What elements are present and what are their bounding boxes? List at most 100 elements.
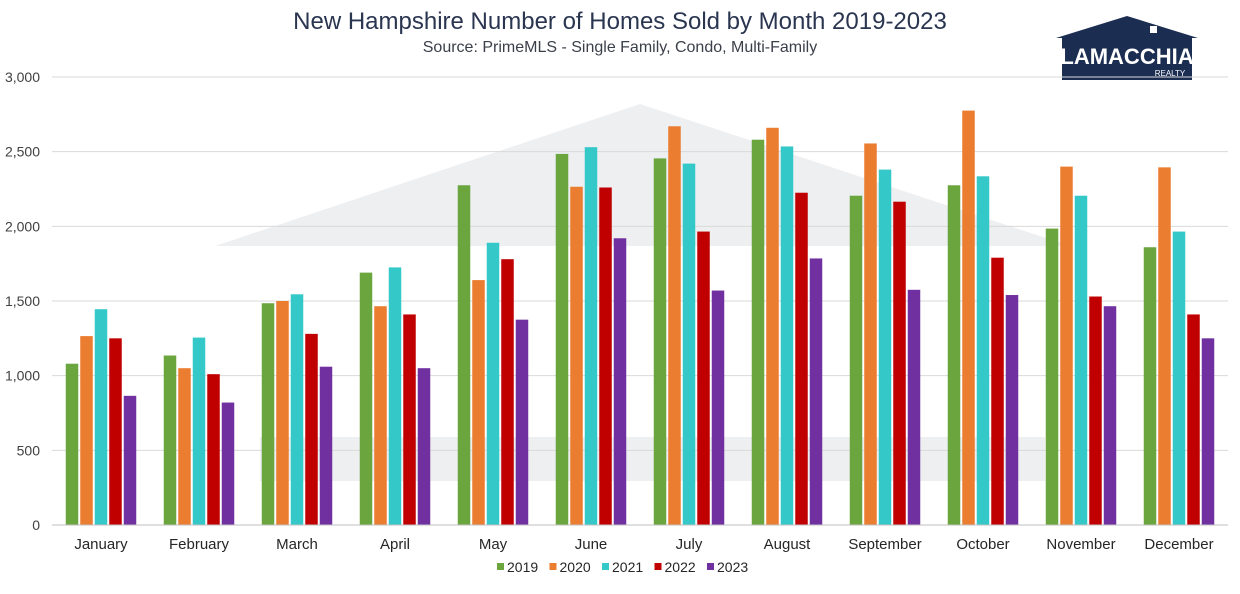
x-tick-label: April (380, 536, 410, 553)
x-axis: January February March April May June July Augu… (52, 524, 1228, 553)
grid-lines (52, 76, 1228, 526)
watermark-roof (215, 104, 1070, 246)
bar-2022-may (501, 259, 514, 525)
bar-2019-november (1045, 228, 1059, 525)
bar-2022-july (697, 231, 710, 525)
bar-2020-june (570, 186, 583, 525)
bar-2022-june (599, 187, 612, 526)
bar-2021-august (780, 146, 794, 525)
bar-2019-august (751, 139, 765, 525)
legend-label-2019: 2019 (507, 559, 538, 575)
legend-label-2023: 2023 (717, 559, 748, 575)
bar-2020-january (80, 336, 93, 525)
bar-2021-may (486, 242, 500, 525)
y-tick-label: 1,000 (5, 368, 40, 384)
logo-roof (1056, 16, 1198, 38)
bar-2021-february (192, 337, 206, 525)
x-tick-label: January (74, 536, 128, 553)
bar-2019-january (65, 363, 79, 525)
bar-2019-september (849, 195, 863, 525)
bar-2021-november (1074, 195, 1088, 525)
y-tick-label: 2,500 (5, 144, 40, 160)
lamacchia-logo: LAMACCHIA REALTY (1056, 16, 1198, 80)
bar-2020-february (178, 368, 191, 525)
bar-2021-april (388, 267, 402, 525)
logo-sub-text: REALTY (1155, 69, 1186, 78)
watermark (215, 104, 1070, 481)
bar-2022-december (1187, 314, 1200, 525)
bar-2023-december (1201, 338, 1215, 525)
bar-2023-september (907, 289, 921, 525)
x-tick-label: March (276, 536, 318, 553)
bar-2019-february (163, 355, 177, 525)
x-tick-label: August (764, 536, 812, 553)
y-tick-label: 0 (32, 517, 40, 533)
bar-2023-august (809, 258, 823, 525)
bar-2021-october (976, 176, 990, 525)
y-tick-label: 500 (17, 442, 41, 458)
bar-2023-november (1103, 306, 1117, 525)
logo-window (1150, 26, 1157, 33)
bars (65, 110, 1215, 526)
bar-2020-december (1158, 167, 1171, 525)
logo-badge (1062, 38, 1192, 80)
legend-label-2021: 2021 (612, 559, 643, 575)
x-tick-label: December (1144, 536, 1213, 553)
x-tick-label: May (479, 536, 508, 553)
bar-2022-september (893, 201, 906, 525)
bar-2020-september (864, 143, 877, 525)
legend-label-2022: 2022 (665, 559, 696, 575)
bar-2022-february (207, 374, 220, 525)
y-tick-label: 3,000 (5, 69, 40, 85)
y-axis: 0 500 1,000 1,500 2,000 2,500 3,000 (5, 69, 40, 533)
y-tick-label: 1,500 (5, 293, 40, 309)
bar-2021-march (290, 294, 304, 525)
bar-2020-august (766, 127, 779, 526)
bar-2022-october (991, 257, 1004, 525)
bar-2022-august (795, 192, 808, 525)
legend-swatch-2022 (654, 563, 662, 570)
watermark-band (260, 437, 1045, 481)
bar-2019-april (359, 272, 373, 525)
bar-2023-october (1005, 295, 1019, 525)
bar-2019-may (457, 185, 471, 525)
bar-2023-january (123, 395, 137, 525)
bar-2020-october (962, 110, 975, 525)
x-tick-label: July (676, 536, 703, 553)
x-tick-label: September (848, 536, 921, 553)
bar-2020-april (374, 306, 387, 525)
bar-2019-june (555, 153, 569, 525)
bar-2021-january (94, 309, 108, 525)
chart-title: New Hampshire Number of Homes Sold by Mo… (293, 8, 947, 35)
bar-2019-march (261, 303, 275, 525)
bar-2022-november (1089, 296, 1102, 525)
bar-2023-july (711, 290, 725, 525)
bar-2021-september (878, 169, 892, 525)
bar-2022-april (403, 314, 416, 525)
chart-subtitle: Source: PrimeMLS - Single Family, Condo,… (422, 39, 818, 56)
bar-2020-november (1060, 166, 1073, 525)
x-tick-label: October (956, 536, 1009, 553)
legend-swatch-2023 (707, 563, 714, 570)
bar-2021-december (1172, 231, 1186, 525)
bar-2023-june (613, 238, 627, 525)
x-tick-label: June (575, 536, 608, 553)
bar-2022-march (305, 333, 318, 525)
bar-2020-july (668, 126, 681, 525)
bar-2023-may (515, 319, 529, 525)
legend-swatch-2020 (549, 563, 557, 570)
bar-2023-february (221, 402, 235, 525)
bar-2020-may (472, 280, 485, 525)
bar-2022-january (109, 338, 122, 525)
legend-swatch-2019 (497, 563, 504, 570)
legend: 2019 2020 2021 2022 2023 (497, 559, 748, 575)
x-tick-label: February (169, 536, 230, 553)
x-tick-label: November (1046, 536, 1115, 553)
bar-2021-june (584, 147, 598, 526)
legend-label-2020: 2020 (560, 559, 591, 575)
logo-brand-text: LAMACCHIA (1060, 44, 1193, 69)
bar-2019-july (653, 158, 667, 526)
y-tick-label: 2,000 (5, 218, 40, 234)
